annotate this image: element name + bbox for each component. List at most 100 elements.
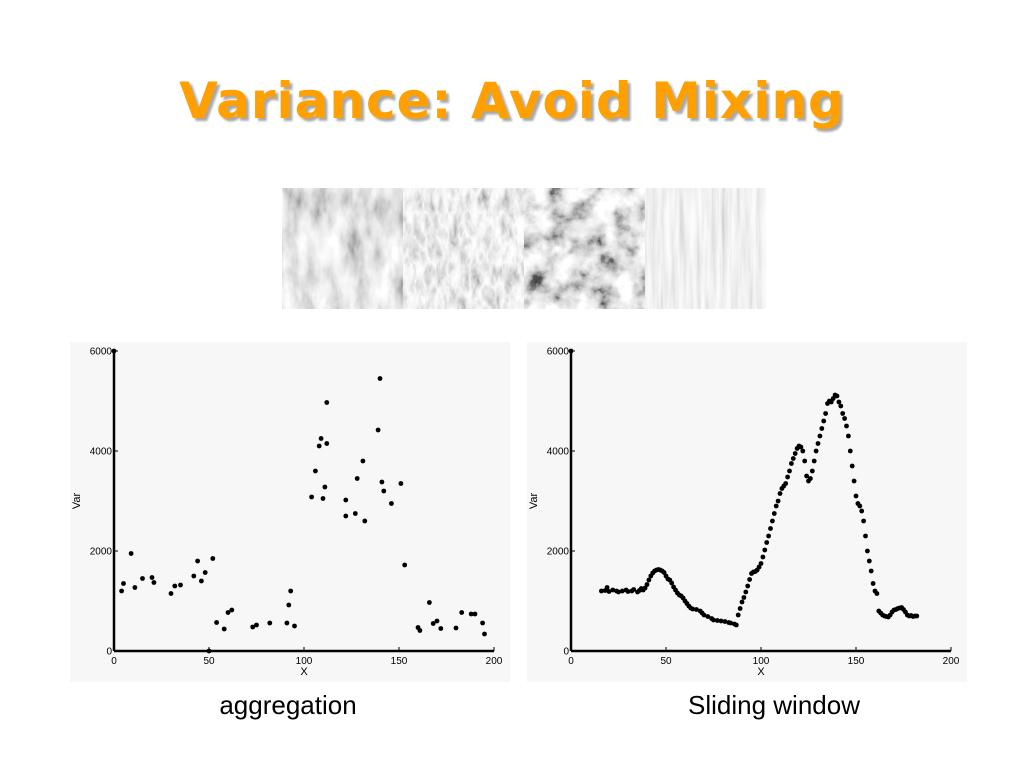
aggregation-data-point <box>324 441 330 446</box>
aggregation-data-point <box>199 578 204 584</box>
sliding-window-data-point <box>851 478 857 484</box>
sliding-window-data-point <box>834 393 840 399</box>
aggregation-data-point <box>121 581 126 586</box>
sliding-window-data-point <box>728 620 733 626</box>
aggregation-data-point <box>149 575 155 580</box>
bark-texture-panel <box>282 188 403 309</box>
aggregation-data-point <box>459 610 465 615</box>
sliding-window-data-point <box>568 348 574 354</box>
aggregation-data-point <box>322 484 328 490</box>
sliding-window-data-point <box>669 580 675 586</box>
aggregation-data-point <box>343 513 349 519</box>
foliage-texture-panel <box>524 188 645 309</box>
sliding-window-data-point <box>868 568 874 574</box>
aggregation-data-point <box>284 620 290 626</box>
sliding-window-data-point <box>865 548 870 554</box>
sliding-window-x-axis-label: X <box>757 666 765 678</box>
sliding-window-data-point <box>610 587 616 593</box>
aggregation-data-point <box>402 562 408 568</box>
sliding-window-data-point <box>870 581 876 586</box>
sliding-window-data-point <box>690 606 695 612</box>
sliding-window-data-point <box>661 570 667 575</box>
sliding-window-data-point <box>714 618 720 623</box>
aggregation-data-point <box>128 551 134 556</box>
sliding-window-data-point <box>809 468 815 474</box>
sliding-window-data-point <box>766 533 771 539</box>
aggregation-data-point <box>151 580 157 585</box>
sliding-window-data-point <box>718 618 724 624</box>
aggregation-data-point <box>453 625 459 631</box>
sliding-window-x-tick-label: 200 <box>943 656 960 667</box>
aggregation-data-point <box>250 624 256 630</box>
sliding-window-data-point <box>828 399 834 405</box>
sliding-window-data-point <box>804 473 809 479</box>
aggregation-data-point <box>417 628 423 633</box>
sliding-window-data-point <box>619 588 625 594</box>
sliding-window-data-point <box>857 503 863 509</box>
sliding-window-data-point <box>701 612 707 618</box>
sliding-window-data-point <box>853 493 859 499</box>
sliding-window-data-point <box>646 577 652 583</box>
aggregation-y-tick-label: 0 <box>106 647 112 658</box>
sliding-window-data-point <box>914 613 920 619</box>
sliding-window-data-point <box>616 589 621 595</box>
sliding-window-data-point <box>789 461 794 466</box>
sliding-window-data-point <box>790 456 796 461</box>
sliding-window-data-point <box>747 577 752 582</box>
aggregation-data-point <box>343 497 349 503</box>
sliding-window-data-point <box>830 396 836 401</box>
aggregation-data-point <box>221 626 227 632</box>
aggregation-data-point <box>482 631 487 637</box>
sliding-window-data-point <box>599 588 604 594</box>
aggregation-data-point <box>430 621 436 626</box>
aggregation-data-point <box>288 588 294 594</box>
sliding-window-data-point <box>705 614 711 619</box>
sliding-window-y-tick-label: 6000 <box>547 347 570 358</box>
aggregation-data-point <box>119 588 124 594</box>
sliding-window-data-point <box>768 526 773 531</box>
aggregation-data-point <box>375 427 381 433</box>
sliding-window-data-point <box>811 458 817 464</box>
aggregation-data-point <box>379 479 385 485</box>
sliding-window-data-point <box>821 418 827 424</box>
sliding-window-data-point <box>737 606 743 611</box>
sliding-window-data-point <box>745 583 751 589</box>
sliding-window-data-point <box>802 458 808 464</box>
aggregation-data-point <box>210 556 216 561</box>
aggregation-x-tick-label: 50 <box>203 656 215 667</box>
sliding-window-data-point <box>773 503 779 509</box>
sliding-window-data-point <box>844 423 849 429</box>
aggregation-data-point <box>389 501 394 506</box>
aggregation-data-point <box>320 496 326 501</box>
aggregation-chart: 0 50 100 150 200 0 2000 4000 6000 X Var <box>70 342 510 682</box>
aggregation-data-point <box>172 583 178 589</box>
aggregation-x-tick-label: 0 <box>111 656 117 667</box>
sliding-window-data-point <box>642 585 648 591</box>
aggregation-data-point <box>480 620 485 626</box>
sliding-window-data-point <box>694 607 699 612</box>
sliding-window-y-tick-label: 0 <box>563 647 569 658</box>
aggregation-data-point <box>313 468 318 474</box>
aggregation-data-point <box>352 511 358 516</box>
aggregation-data-point <box>316 443 322 449</box>
sliding-window-data-point <box>735 612 741 618</box>
aggregation-data-point <box>292 623 297 629</box>
aggregation-y-axis-label: Var <box>71 493 83 510</box>
wood-texture-panel <box>645 188 766 309</box>
aggregation-data-point <box>267 620 273 626</box>
aggregation-data-point <box>195 558 200 564</box>
aggregation-x-tick-label: 100 <box>296 656 313 667</box>
sliding-window-data-point <box>711 617 716 623</box>
sliding-window-data-point <box>792 451 798 456</box>
sliding-window-data-point <box>783 481 789 486</box>
sliding-window-data-point <box>840 411 846 416</box>
sliding-window-data-point <box>800 448 806 454</box>
aggregation-data-point <box>206 648 212 654</box>
aggregation-data-point <box>168 591 174 596</box>
slide-title: Variance: Avoid Mixing <box>179 72 845 130</box>
sliding-window-y-tick-label: 2000 <box>547 547 570 558</box>
aggregation-data-point <box>229 607 235 613</box>
sliding-window-data-point <box>849 463 855 469</box>
aggregation-data-point <box>318 436 324 441</box>
